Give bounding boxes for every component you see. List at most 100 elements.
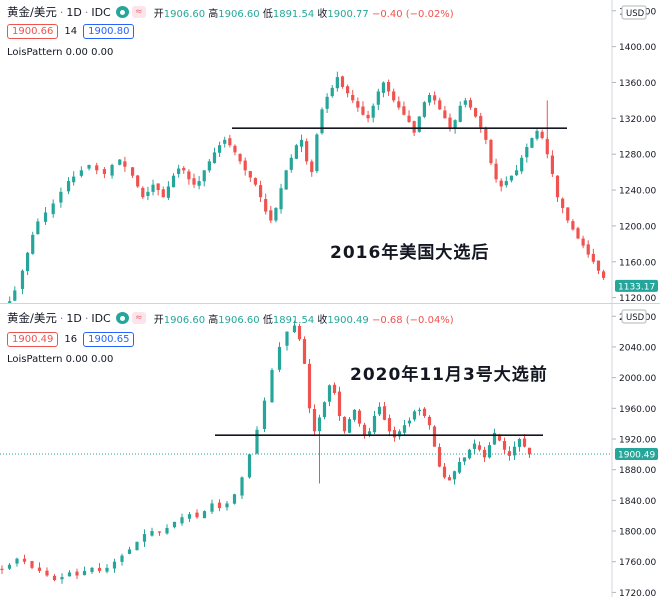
candle-body bbox=[397, 431, 402, 437]
buy-price-button[interactable]: 1900.80 bbox=[83, 24, 135, 39]
candle-body bbox=[52, 575, 57, 581]
candle-body bbox=[67, 572, 72, 577]
candle-body bbox=[30, 561, 34, 568]
sell-price-button[interactable]: 1900.66 bbox=[7, 24, 59, 39]
y-tick-label: 1840.00 bbox=[619, 497, 656, 507]
candle-body bbox=[458, 105, 462, 122]
candle-body bbox=[447, 477, 452, 481]
candle-body bbox=[233, 145, 237, 153]
candle-body bbox=[72, 176, 76, 183]
price-axis: 1440.001400.001360.001320.001280.001240.… bbox=[611, 0, 660, 303]
wave-icon[interactable]: ≈ bbox=[131, 6, 146, 18]
candle-body bbox=[79, 170, 83, 176]
wave-icon[interactable]: ≈ bbox=[131, 312, 146, 324]
candle-body bbox=[45, 570, 49, 576]
candle-body bbox=[432, 426, 437, 447]
candle-body bbox=[330, 87, 334, 97]
y-tick-label: 1280.00 bbox=[619, 151, 656, 161]
candle-body bbox=[602, 271, 606, 278]
candle-body bbox=[507, 451, 512, 456]
candle-body bbox=[442, 466, 447, 478]
candle-body bbox=[453, 120, 457, 129]
candle-body bbox=[312, 409, 317, 432]
candle-body bbox=[110, 164, 114, 176]
candle-body bbox=[289, 157, 293, 170]
y-tick-label: 1400.00 bbox=[619, 43, 656, 53]
eye-icon[interactable] bbox=[115, 312, 129, 324]
candlestick-chart-2016: 1440.001400.001360.001320.001280.001240.… bbox=[1, 0, 660, 303]
candle-body bbox=[22, 558, 27, 562]
interval-label: 1D bbox=[66, 5, 82, 19]
candle-body bbox=[514, 170, 519, 176]
candle-body bbox=[438, 100, 442, 110]
candle-body bbox=[512, 446, 517, 456]
exchange-label: IDC bbox=[91, 311, 111, 325]
candle-body bbox=[171, 175, 176, 188]
candle-body bbox=[223, 139, 227, 144]
candle-body bbox=[299, 139, 304, 147]
candle-body bbox=[31, 234, 35, 254]
symbol-name: 黄金/美元 bbox=[7, 311, 57, 325]
candle-body bbox=[123, 161, 127, 167]
candle-body bbox=[284, 170, 288, 190]
candle-body bbox=[494, 163, 498, 180]
usd-badge: USD bbox=[621, 309, 647, 324]
candle-body bbox=[255, 429, 259, 454]
indicator-label[interactable]: LoisPattern 0.00 0.00 bbox=[7, 354, 114, 365]
spread-value: 14 bbox=[64, 26, 78, 37]
chart-panel-2020: 2080.002040.002000.001960.001920.001880.… bbox=[0, 304, 660, 597]
candle-body bbox=[509, 175, 514, 181]
y-tick-label: 1120.00 bbox=[619, 294, 656, 303]
indicator-label[interactable]: LoisPattern 0.00 0.00 bbox=[7, 47, 114, 58]
candle-body bbox=[499, 180, 503, 187]
panel-divider[interactable] bbox=[0, 303, 660, 304]
candle-body bbox=[262, 400, 267, 430]
candle-body bbox=[217, 502, 222, 509]
candle-body bbox=[228, 138, 232, 146]
candle-body bbox=[550, 155, 554, 174]
candle-body bbox=[397, 101, 401, 108]
candle-body bbox=[87, 164, 91, 169]
candle-body bbox=[571, 221, 575, 230]
candle-body bbox=[325, 96, 329, 109]
last-price-label: 1900.49 bbox=[618, 450, 655, 460]
symbol-name: 黄金/美元 bbox=[7, 5, 57, 19]
y-tick-label: 1760.00 bbox=[619, 558, 656, 568]
candle-body bbox=[248, 171, 252, 178]
candle-body bbox=[253, 178, 258, 185]
candle-body bbox=[274, 207, 278, 221]
y-tick-label: 1240.00 bbox=[619, 187, 656, 197]
y-tick-label: 1800.00 bbox=[619, 528, 656, 538]
candle-body bbox=[8, 301, 12, 303]
sell-price-button[interactable]: 1900.49 bbox=[7, 332, 59, 347]
ohlc-values: 开1906.60 高1906.60 低1891.54 收1900.77 −0.4… bbox=[153, 8, 454, 20]
candle-body bbox=[443, 110, 447, 119]
candle-body bbox=[555, 175, 560, 198]
candle-body bbox=[482, 449, 487, 458]
candle-body bbox=[51, 203, 55, 215]
candle-body bbox=[474, 108, 478, 117]
candle-body bbox=[540, 131, 544, 139]
candle-body bbox=[66, 181, 71, 192]
buy-price-button[interactable]: 1900.65 bbox=[83, 332, 135, 347]
y-tick-label: 2000.00 bbox=[619, 374, 656, 384]
candle-body bbox=[212, 152, 217, 164]
candle-body bbox=[561, 198, 565, 208]
candle-body bbox=[433, 95, 437, 101]
usd-badge-label: USD bbox=[626, 313, 645, 323]
candle-body bbox=[463, 100, 467, 105]
candle-body bbox=[195, 512, 199, 518]
candle-body bbox=[320, 109, 324, 134]
candle-body bbox=[218, 145, 222, 153]
candle-body bbox=[157, 531, 162, 533]
price-axis-background bbox=[612, 0, 660, 303]
candle-body bbox=[417, 409, 422, 412]
y-tick-label: 1320.00 bbox=[619, 115, 656, 125]
candle-body bbox=[240, 477, 244, 496]
candle-body bbox=[166, 186, 170, 198]
candle-body bbox=[381, 82, 386, 93]
candle-body bbox=[377, 406, 382, 415]
candle-body bbox=[366, 114, 370, 119]
eye-icon[interactable] bbox=[115, 6, 129, 18]
candle-body bbox=[352, 409, 357, 420]
